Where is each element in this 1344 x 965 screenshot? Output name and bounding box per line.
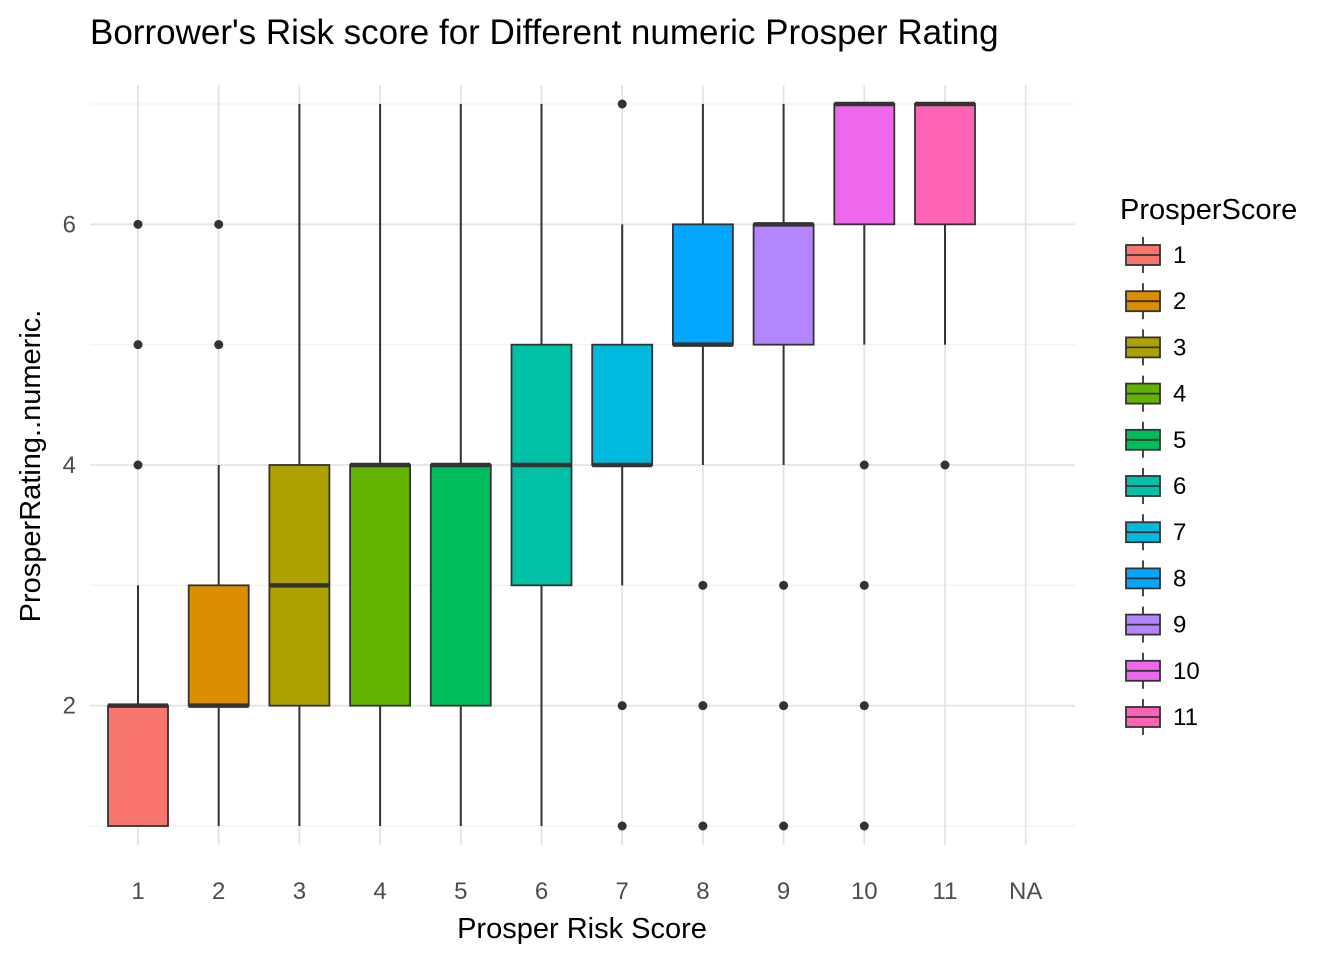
x-tick-label: 4 — [373, 878, 386, 905]
legend-entry-5: 5 — [1125, 421, 1186, 458]
y-tick-label: 6 — [63, 211, 76, 238]
outlier-point — [779, 821, 789, 831]
x-tick-label: 7 — [616, 878, 629, 905]
x-axis-title: Prosper Risk Score — [457, 913, 707, 945]
box-1 — [107, 219, 169, 827]
legend-entry-2: 2 — [1125, 283, 1186, 320]
legend-entry-10: 10 — [1125, 652, 1200, 689]
legend-label: 4 — [1173, 381, 1186, 408]
legend-label: 6 — [1173, 473, 1186, 500]
outlier-point — [859, 821, 869, 831]
box-7 — [591, 99, 654, 831]
chart-title: Borrower's Risk score for Different nume… — [90, 13, 999, 52]
x-tick-label: 1 — [131, 878, 144, 905]
box-body — [752, 223, 815, 346]
x-tick-label: 2 — [212, 878, 225, 905]
outlier-point — [859, 580, 869, 590]
outlier-point — [940, 460, 950, 470]
box-body — [349, 464, 412, 707]
legend-label: 11 — [1173, 704, 1198, 731]
box-6 — [510, 104, 573, 826]
x-tick-label: 5 — [454, 878, 467, 905]
legend-label: 9 — [1173, 612, 1186, 639]
y-tick-label: 4 — [63, 452, 76, 479]
axis-layer: 1 2 3 4 5 6 7 8 9 10 11 NA 2 4 6 — [63, 211, 1043, 905]
legend-entry-4: 4 — [1125, 375, 1186, 412]
box-2 — [187, 219, 250, 826]
outlier-point — [133, 340, 143, 350]
legend-label: 3 — [1173, 334, 1186, 361]
box-body — [914, 103, 976, 226]
outlier-point — [617, 99, 627, 109]
legend-entry-3: 3 — [1125, 329, 1186, 366]
outlier-point — [617, 701, 627, 711]
legend-entry-6: 6 — [1125, 468, 1186, 504]
outlier-point — [779, 701, 789, 711]
x-tick-label: 6 — [535, 878, 548, 905]
x-tick-label: 8 — [696, 878, 709, 905]
legend-entry-11: 11 — [1125, 699, 1198, 735]
legend-label: 10 — [1173, 658, 1200, 685]
legend-label: 5 — [1173, 427, 1186, 454]
x-tick-label: 9 — [777, 878, 790, 905]
y-axis-title: ProsperRating..numeric. — [15, 310, 47, 623]
box-8 — [672, 104, 734, 831]
y-tick-label: 2 — [63, 693, 76, 720]
box-body — [107, 704, 169, 827]
outlier-point — [779, 580, 789, 590]
box-body — [187, 584, 250, 707]
box-5 — [429, 104, 492, 826]
legend: ProsperScore 1 2 3 4 5 6 7 8 9 10 11 — [1120, 194, 1297, 735]
legend-entry-7: 7 — [1125, 514, 1186, 551]
outlier-point — [133, 460, 143, 470]
box-body — [591, 343, 654, 466]
x-tick-label: 11 — [933, 878, 958, 905]
legend-label: 1 — [1173, 242, 1186, 269]
outlier-point — [698, 821, 708, 831]
box-10 — [833, 101, 896, 831]
legend-title: ProsperScore — [1120, 194, 1297, 226]
legend-label: 2 — [1173, 288, 1186, 315]
box-9 — [752, 104, 815, 831]
outlier-point — [214, 340, 224, 350]
box-body — [429, 464, 492, 707]
legend-label: 7 — [1173, 519, 1186, 546]
legend-entry-9: 9 — [1125, 606, 1186, 643]
box-3 — [268, 104, 331, 826]
outlier-point — [859, 460, 869, 470]
legend-entry-1: 1 — [1125, 237, 1186, 273]
x-tick-label: 10 — [851, 878, 878, 905]
outlier-point — [214, 219, 224, 229]
outlier-point — [133, 219, 143, 229]
box-11 — [914, 101, 976, 470]
box-4 — [349, 104, 412, 826]
outlier-point — [698, 701, 708, 711]
outlier-point — [859, 701, 869, 711]
x-tick-label: 3 — [293, 878, 306, 905]
legend-label: 8 — [1173, 565, 1186, 592]
box-layer — [107, 99, 976, 831]
legend-entry-8: 8 — [1125, 560, 1186, 597]
box-body — [833, 103, 896, 226]
outlier-point — [617, 821, 627, 831]
box-body — [672, 223, 734, 346]
outlier-point — [698, 580, 708, 590]
x-tick-label: NA — [1009, 878, 1042, 905]
